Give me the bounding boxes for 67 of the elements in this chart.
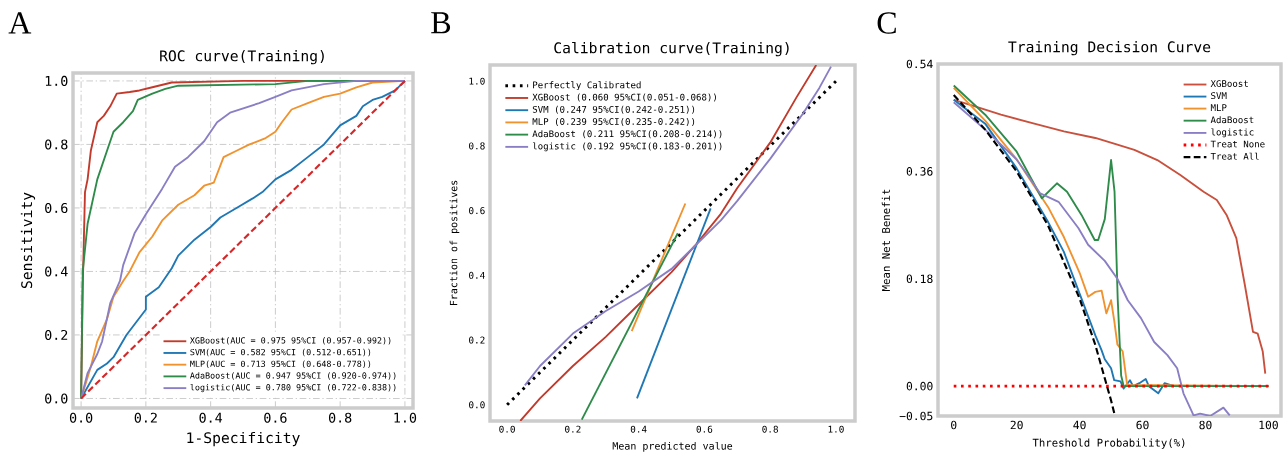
legend-label: XGBoost(AUC = 0.975 95%CI (0.957-0.992)) [189, 337, 391, 345]
y-tick-label: 0.2 [469, 336, 485, 344]
legend-label: MLP(AUC = 0.713 95%CI (0.648-0.778)) [190, 360, 371, 368]
y-tick-label: 0.2 [45, 329, 68, 340]
x-tick-label: 0.8 [762, 425, 778, 433]
x-tick-label: 20 [1010, 420, 1023, 430]
legend-label: XGBoost [1210, 80, 1248, 88]
y-tick-label: 0.4 [469, 271, 485, 279]
legend-label: AdaBoost [1210, 116, 1254, 124]
legend-label: AdaBoost(AUC = 0.947 95%CI (0.920-0.974)) [190, 372, 396, 380]
y-tick-label: 0.4 [45, 266, 68, 277]
y-tick-label: 0.54 [906, 59, 933, 69]
text: C [877, 12, 896, 34]
legend-label: Treat All [1210, 152, 1259, 160]
x-tick-label: 60 [1136, 420, 1149, 430]
y-axis-title: Sensitivity [20, 192, 36, 289]
x-tick-label: 1.0 [394, 412, 417, 423]
y-tick-label: 1.0 [469, 77, 485, 85]
x-tick-label: 0.0 [69, 412, 93, 423]
y-tick-label: 0.36 [906, 167, 933, 176]
text: A [8, 12, 32, 34]
chart-title: Calibration curve(Training) [554, 41, 789, 57]
y-tick-label: −0.05 [899, 411, 933, 421]
y-tick-label: 0.8 [45, 139, 68, 150]
legend-label: logistic [1211, 128, 1254, 138]
x-tick-label: 100 [1259, 420, 1278, 430]
x-axis-title: Threshold Probability(%) [1032, 438, 1185, 449]
y-tick-label: 0.6 [45, 202, 68, 213]
legend-label: MLP (0.239 95%CI(0.235-0.242)) [532, 117, 695, 127]
legend-label: logistic(AUC = 0.780 95%CI (0.722-0.838)) [190, 383, 396, 393]
chart-title: ROC curve(Training) [160, 49, 324, 65]
legend-label: logistic (0.192 95%CI(0.183-0.201)) [532, 142, 722, 152]
legend-label: Treat None [1210, 140, 1265, 148]
legend-label: AdaBoost (0.211 95%CI(0.208-0.214)) [532, 130, 722, 139]
x-tick-label: 80 [1199, 420, 1212, 430]
line-series [952, 93, 1116, 415]
x-axis-title: 1-Specificity [187, 431, 300, 447]
y-tick-label: 0.00 [906, 381, 933, 391]
x-tick-label: 0 [951, 420, 957, 430]
text: B [431, 12, 451, 34]
x-tick-label: 40 [1073, 420, 1086, 430]
legend-label: MLP [1210, 104, 1227, 111]
legend-label: Perfectly Calibrated [533, 81, 641, 91]
x-tick-label: 0.0 [499, 425, 515, 433]
x-tick-label: 0.6 [264, 412, 287, 423]
legend-label: SVM(AUC = 0.582 95%CI (0.512-0.651)) [190, 348, 371, 357]
legend-label: XGBoost (0.060 95%CI(0.051-0.068)) [532, 93, 716, 102]
x-axis-title: Mean predicted value [612, 441, 733, 452]
x-tick-label: 1.0 [828, 425, 844, 433]
y-axis-title: Fraction of positives [449, 180, 460, 306]
x-tick-label: 0.4 [199, 412, 223, 423]
legend-label: SVM (0.247 95%CI(0.242-0.251)) [532, 105, 695, 114]
y-tick-label: 0.0 [45, 393, 68, 404]
legend-label: SVM [1211, 92, 1227, 100]
y-tick-label: 0.8 [469, 142, 485, 150]
x-tick-label: 0.8 [328, 412, 352, 423]
x-tick-label: 0.6 [696, 425, 713, 433]
y-tick-label: 0.6 [469, 207, 485, 215]
chart-title: Training Decision Curve [1008, 40, 1211, 56]
x-tick-label: 0.4 [630, 425, 647, 433]
y-tick-label: 0.18 [906, 274, 933, 284]
y-axis-title: Mean Net Benefit [881, 189, 891, 291]
line-series [80, 79, 406, 400]
x-tick-label: 0.2 [134, 412, 157, 423]
y-tick-label: 0.0 [469, 401, 485, 409]
y-tick-label: 1.0 [45, 75, 68, 86]
x-tick-label: 0.2 [565, 425, 581, 433]
